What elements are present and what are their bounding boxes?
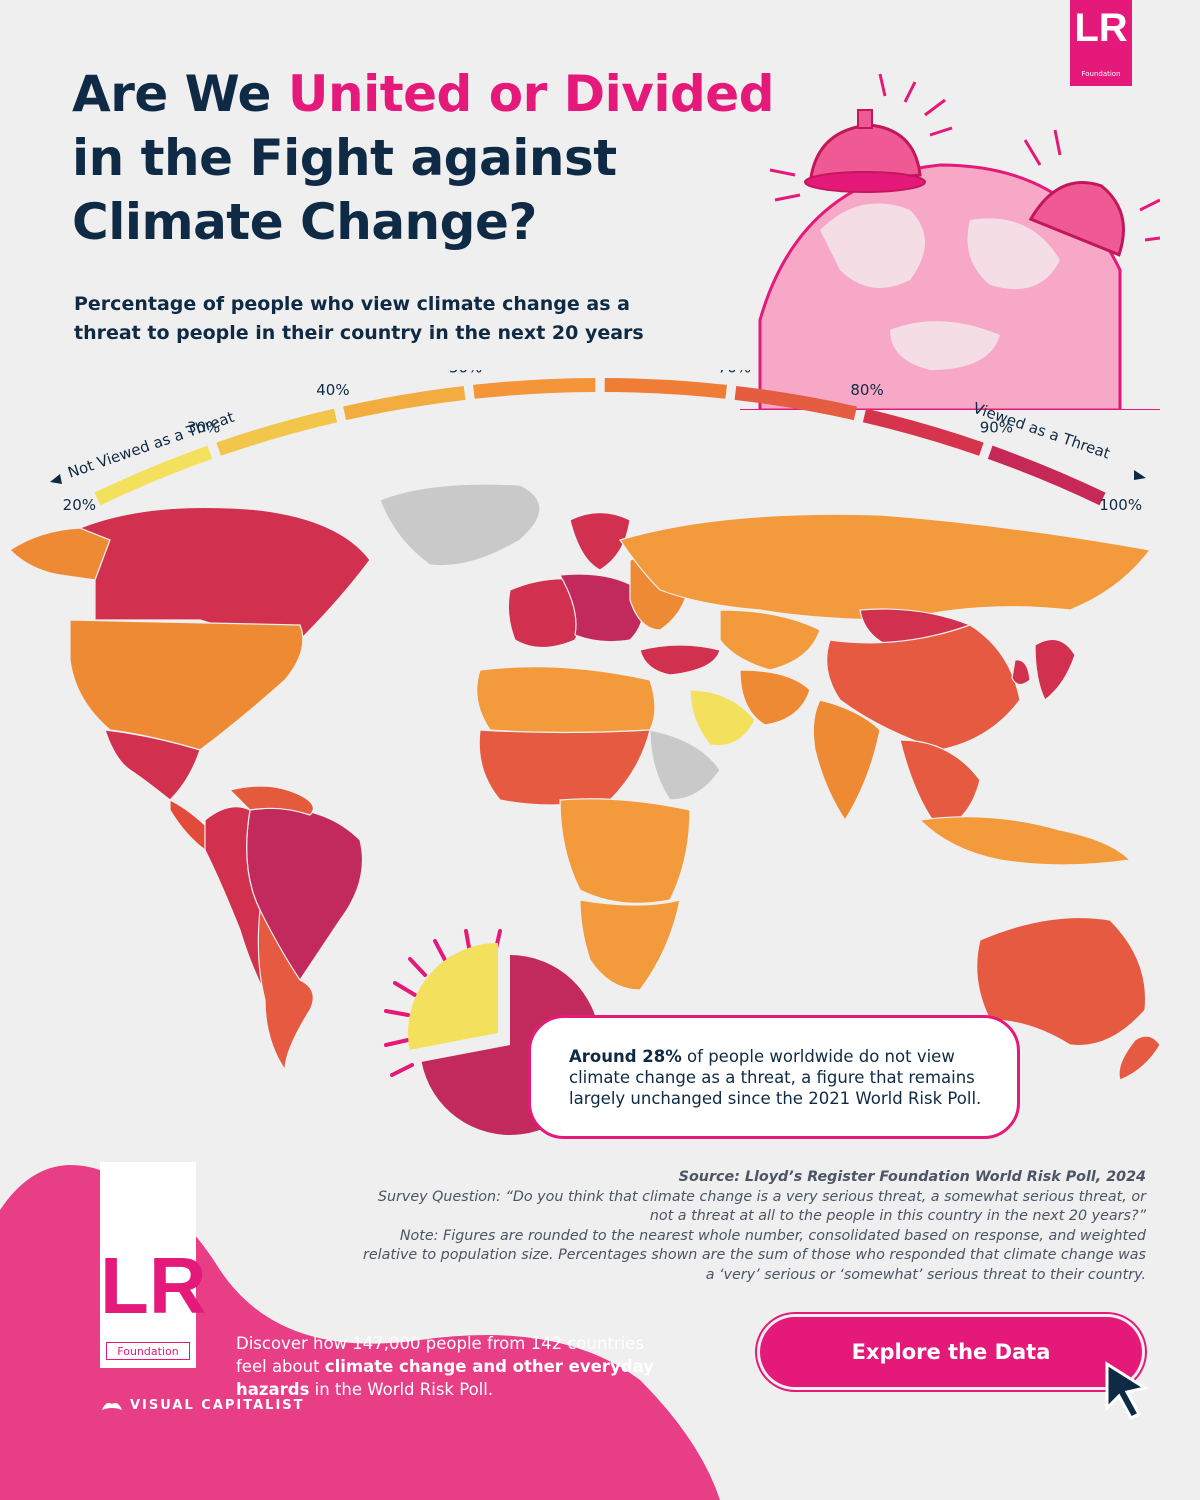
- callout-box: Around 28% of people worldwide do not vi…: [528, 1015, 1020, 1139]
- scale-tick-label: 40%: [316, 381, 349, 399]
- map-region: [1034, 638, 1076, 701]
- arrow-left-icon: [50, 474, 62, 484]
- map-region: [1118, 1035, 1161, 1080]
- map-region: [826, 624, 1021, 751]
- bell-right-icon: [1023, 129, 1160, 257]
- survey-question: Survey Question: “Do you think that clim…: [377, 1188, 1146, 1225]
- callout-bold: Around 28%: [569, 1047, 682, 1066]
- lr-foundation-logo-top[interactable]: LR Foundation: [1070, 0, 1132, 86]
- map-region: [1011, 659, 1031, 686]
- pie-slice-not-threat: [408, 943, 498, 1050]
- map-region: [228, 785, 314, 816]
- methodology-note: Note: Figures are rounded to the nearest…: [362, 1227, 1146, 1283]
- subtitle: Percentage of people who view climate ch…: [74, 293, 644, 344]
- logo-big-text: LR: [100, 1241, 207, 1330]
- scale-tick-label: 50%: [449, 370, 482, 377]
- scale-arc: [94, 378, 1106, 506]
- discover-bold: climate change and other everyday hazard…: [236, 1357, 654, 1399]
- title-line1-pre: Are We: [72, 65, 288, 123]
- source-notes: Source: Lloyd’s Register Foundation Worl…: [360, 1168, 1146, 1285]
- bell-left-icon: [769, 73, 953, 202]
- title-highlight: United or Divided: [287, 65, 775, 123]
- page-title: Are We United or Divided in the Fight ag…: [72, 62, 852, 254]
- map-region: [649, 729, 721, 801]
- scale-segment: [862, 408, 984, 456]
- source-line: Source: Lloyd’s Register Foundation Worl…: [678, 1169, 1146, 1185]
- map-region: [918, 816, 1132, 866]
- scale-tick-label: 70%: [718, 370, 751, 377]
- scale-segment: [604, 378, 727, 399]
- scale-segment: [734, 385, 857, 421]
- scale-segment: [987, 445, 1106, 506]
- map-region: [507, 578, 585, 649]
- map-region: [899, 739, 981, 831]
- scale-tick-label: 30%: [187, 419, 220, 437]
- map-region: [689, 689, 756, 747]
- scale-segment: [473, 378, 596, 399]
- map-region: [379, 483, 541, 567]
- map-region: [812, 699, 881, 822]
- callout-rest: of people worldwide do not view climate …: [569, 1047, 982, 1108]
- callout-text: Around 28% of people worldwide do not vi…: [569, 1046, 989, 1109]
- map-region: [476, 666, 656, 734]
- discover-text: Discover how 147,000 people from 142 cou…: [236, 1332, 676, 1401]
- map-region: [478, 729, 651, 806]
- map-region: [619, 513, 1152, 621]
- scale-segment: [216, 408, 338, 456]
- scale-tick-label: 90%: [980, 419, 1013, 437]
- visual-capitalist-credit: VISUAL CAPITALIST: [130, 1398, 305, 1413]
- visual-capitalist-icon: [102, 1402, 122, 1410]
- scale-tick-label: 80%: [850, 381, 883, 399]
- explore-data-label: Explore the Data: [851, 1340, 1051, 1364]
- map-region: [559, 798, 691, 904]
- cursor-icon: [1081, 1336, 1149, 1420]
- map-region: [257, 907, 314, 1072]
- logo-text: LR: [1074, 6, 1128, 50]
- explore-data-button[interactable]: Explore the Data: [760, 1317, 1142, 1387]
- logo-subtext: Foundation: [1081, 70, 1121, 78]
- scale-ticks: 20%30%40%50%60%70%80%90%100%: [63, 370, 1142, 514]
- discover-pre: Discover how 147,000 people from 142 cou…: [236, 1334, 644, 1376]
- arrow-right-icon: [1134, 470, 1146, 480]
- world-map: [9, 483, 1161, 1080]
- scale-tick-label: 100%: [1099, 496, 1142, 514]
- scale-segment: [343, 385, 466, 421]
- discover-post: in the World Risk Poll.: [309, 1380, 494, 1399]
- map-region: [639, 644, 721, 676]
- map-region: [739, 669, 811, 726]
- threat-scale: 20%30%40%50%60%70%80%90%100% Not Viewed …: [50, 370, 1146, 514]
- scale-tick-label: 20%: [63, 496, 96, 514]
- globe-alarm-illustration: [740, 73, 1160, 410]
- logo-big-subtext: Foundation: [106, 1342, 190, 1360]
- map-region: [9, 527, 111, 581]
- map-region: [78, 506, 371, 641]
- title-line2: in the Fight against: [72, 129, 617, 187]
- map-region: [719, 609, 821, 671]
- map-region: [579, 899, 681, 991]
- map-region: [559, 573, 644, 643]
- globe-icon: [740, 163, 1160, 410]
- title-line3: Climate Change?: [72, 193, 537, 251]
- map-region: [569, 511, 631, 571]
- scale-segment: [94, 445, 213, 506]
- lr-foundation-logo[interactable]: LR Foundation: [100, 1162, 207, 1368]
